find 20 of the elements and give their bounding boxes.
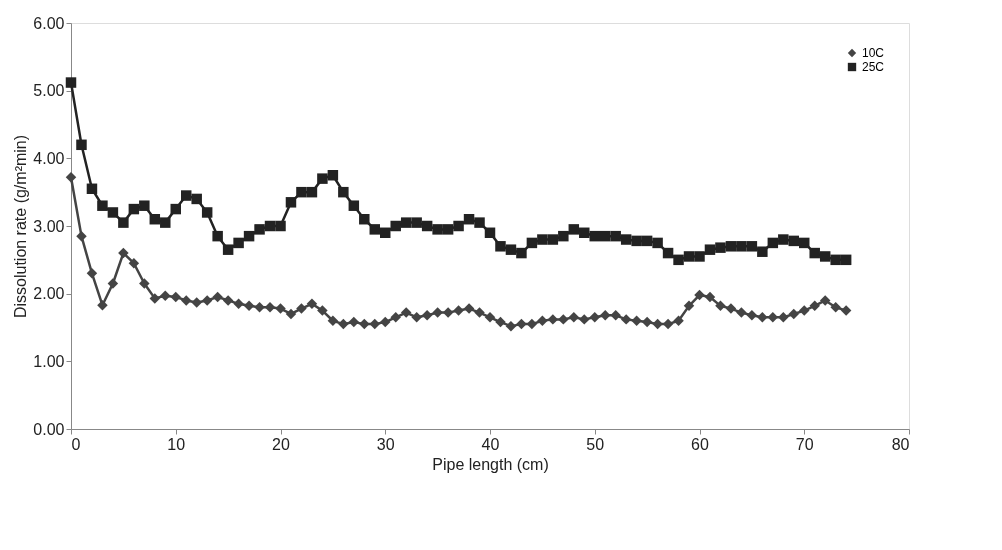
x-tick-label: 30 [376,435,395,453]
x-axis-title: Pipe length (cm) [432,455,549,473]
x-tick-label: 0 [71,435,81,453]
x-tick-label: 40 [481,435,500,453]
x-tick-label: 10 [167,435,186,453]
x-tick-label: 60 [691,435,709,453]
y-tick-label: 1.00 [33,352,65,370]
y-tick-label: 5.00 [33,82,65,100]
y-axis-title: Dissolution rate (g/m²min) [12,134,30,319]
y-tick-label: 6.00 [33,14,65,32]
y-tick-label: 0.00 [33,420,65,438]
y-tick-label: 4.00 [33,149,65,167]
legend-label: 25C [862,60,885,74]
x-tick-label: 50 [586,435,605,453]
y-tick-label: 2.00 [33,285,65,303]
y-tick-label: 3.00 [33,217,65,235]
x-tick-label: 80 [891,435,910,453]
x-tick-label: 70 [795,435,814,453]
x-tick-label: 20 [272,435,290,453]
legend-label: 10C [862,46,885,60]
